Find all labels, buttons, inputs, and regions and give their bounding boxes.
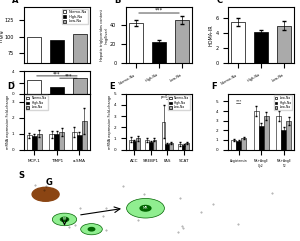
Bar (286, 121, 291, 150)
Bar (129, 140, 133, 150)
Bar (153, 140, 156, 150)
Text: D: D (8, 82, 14, 91)
Circle shape (32, 187, 59, 201)
Bar (82, 121, 87, 150)
Bar (254, 32, 268, 63)
Text: E: E (110, 82, 115, 91)
Bar (259, 126, 263, 150)
Y-axis label: mRNA expression Fold-change: mRNA expression Fold-change (108, 95, 112, 149)
Bar (37, 134, 42, 150)
Bar (169, 143, 172, 150)
Bar (72, 132, 77, 150)
Bar (231, 140, 236, 150)
Bar (178, 144, 182, 150)
Bar (129, 23, 143, 63)
Text: C: C (216, 0, 222, 5)
Bar (276, 116, 281, 150)
Text: ***: *** (236, 100, 242, 103)
Circle shape (127, 199, 164, 218)
Bar (32, 136, 37, 150)
Bar (73, 33, 87, 102)
Bar (152, 42, 166, 63)
Bar (55, 134, 59, 150)
Y-axis label: mRNA expression Fold-change: mRNA expression Fold-change (6, 95, 10, 149)
Text: B: B (114, 0, 121, 5)
Text: ***: *** (155, 8, 163, 13)
Bar (185, 143, 189, 150)
Bar (162, 122, 165, 150)
Text: G: G (46, 178, 52, 187)
Legend: Normo-Na, High-Na, Low-Na: Normo-Na, High-Na, Low-Na (62, 9, 88, 24)
Circle shape (88, 228, 95, 231)
Text: MR: MR (62, 217, 67, 221)
Circle shape (61, 217, 69, 221)
Legend: Low-Na, High-Na, Low-Na: Low-Na, High-Na, Low-Na (274, 95, 292, 110)
Text: A: A (12, 0, 19, 5)
Bar (133, 141, 136, 150)
Bar (241, 138, 246, 150)
Bar (281, 130, 286, 150)
Bar (77, 135, 82, 150)
Bar (27, 37, 41, 102)
Y-axis label: Hepatic triglycerides content
(mg/liver): Hepatic triglycerides content (mg/liver) (100, 9, 109, 61)
Bar (165, 144, 169, 150)
Circle shape (52, 213, 77, 226)
Legend: Normo-Na, High-Na, Low-Na: Normo-Na, High-Na, Low-Na (168, 95, 190, 110)
Text: S: S (19, 171, 25, 180)
Bar (146, 140, 149, 150)
Legend: Normo-Na, High-Na, Low-Na: Normo-Na, High-Na, Low-Na (26, 95, 47, 110)
Bar (149, 142, 153, 150)
Bar (50, 40, 64, 102)
Bar (236, 141, 241, 150)
Text: p<0.05: p<0.05 (161, 95, 174, 99)
Y-axis label: mg/g: mg/g (0, 29, 4, 41)
Bar (263, 116, 268, 150)
Circle shape (140, 206, 151, 211)
Bar (254, 111, 259, 150)
Bar (175, 20, 189, 63)
Bar (182, 145, 185, 150)
Bar (59, 132, 64, 150)
Bar (50, 134, 55, 150)
Text: MR: MR (143, 206, 148, 210)
Bar (27, 135, 32, 150)
Bar (277, 26, 291, 63)
Circle shape (81, 224, 102, 235)
Bar (136, 139, 140, 150)
Y-axis label: HOMA-IR: HOMA-IR (209, 24, 214, 46)
Bar (231, 22, 245, 63)
Text: F: F (212, 82, 217, 91)
